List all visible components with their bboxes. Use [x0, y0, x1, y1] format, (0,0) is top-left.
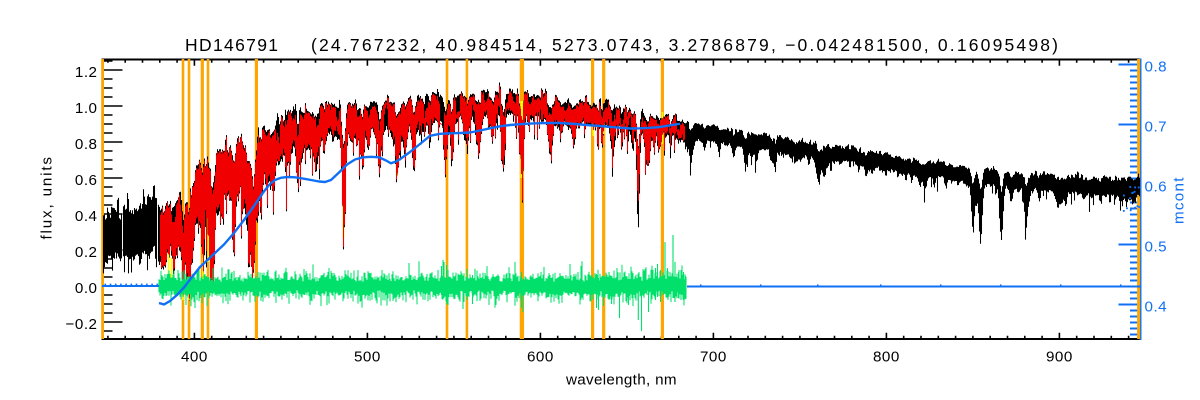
svg-text:mcont: mcont — [1171, 177, 1188, 224]
svg-text:1.0: 1.0 — [75, 100, 98, 117]
svg-text:0.4: 0.4 — [75, 208, 98, 225]
svg-text:0.8: 0.8 — [75, 136, 98, 153]
svg-text:900: 900 — [1046, 349, 1073, 366]
svg-text:−0.2: −0.2 — [66, 316, 98, 333]
svg-text:0.2: 0.2 — [75, 244, 98, 261]
svg-text:700: 700 — [700, 349, 727, 366]
svg-text:400: 400 — [181, 349, 208, 366]
svg-text:flux, units: flux, units — [39, 157, 56, 240]
svg-text:800: 800 — [873, 349, 900, 366]
svg-text:0.4: 0.4 — [1145, 299, 1168, 316]
svg-text:600: 600 — [527, 349, 554, 366]
svg-text:(24.767232, 40.984514, 5273.07: (24.767232, 40.984514, 5273.0743, 3.2786… — [311, 35, 1058, 55]
svg-text:0.7: 0.7 — [1145, 119, 1168, 136]
svg-text:0.0: 0.0 — [75, 280, 98, 297]
svg-text:0.8: 0.8 — [1145, 59, 1168, 76]
svg-text:500: 500 — [354, 349, 381, 366]
svg-text:1.2: 1.2 — [75, 64, 98, 81]
svg-text:0.5: 0.5 — [1145, 239, 1168, 256]
svg-text:HD146791: HD146791 — [185, 35, 278, 55]
svg-text:0.6: 0.6 — [1145, 179, 1168, 196]
svg-text:0.6: 0.6 — [75, 172, 98, 189]
svg-text:wavelength, nm: wavelength, nm — [565, 372, 677, 389]
